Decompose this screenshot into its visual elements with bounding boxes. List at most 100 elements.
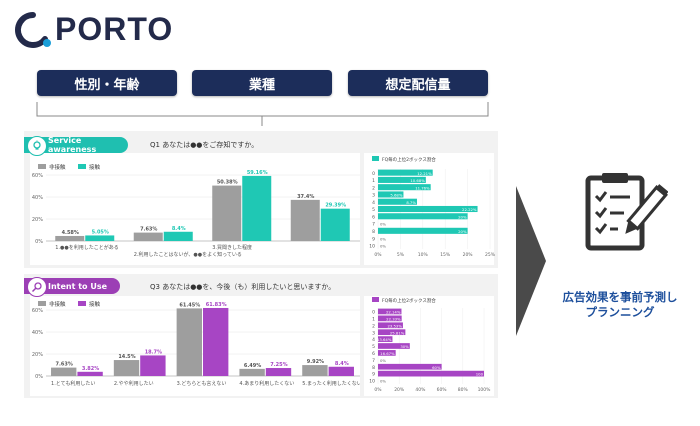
bar [212, 185, 242, 241]
y-tick-label: 8 [372, 229, 375, 235]
data-label: 3.82% [82, 366, 99, 372]
bar [140, 355, 166, 376]
bar [378, 315, 402, 322]
x-tick-label: 2.やや利用したい [114, 380, 154, 387]
bar [77, 371, 103, 376]
legend-label: 非接触 [49, 300, 66, 308]
bar [113, 360, 140, 376]
data-label: 20% [458, 229, 467, 234]
bar [378, 329, 406, 336]
legend-swatch [372, 156, 379, 161]
data-label: 12.21% [417, 171, 432, 176]
data-label: 22.33% [386, 316, 401, 321]
data-label: 14.5% [118, 354, 135, 360]
tag-industry: 業種 [192, 70, 332, 96]
bar [290, 199, 320, 241]
awareness-bar-chart: 非接触 接触 60% 40% 20% 0% 4.58% 7.63% 50.38% 37.4% 5.0… [32, 163, 360, 258]
y-tick-label: 1 [372, 316, 375, 322]
chart-title: FQ毎の上位2ボックス割合 [382, 297, 436, 304]
y-tick-label: 8 [372, 365, 375, 371]
y-tick-label: 0 [372, 171, 375, 177]
question-text: Q1 あなたは●●をご存知ですか。 [150, 141, 259, 149]
data-label: 13.64% [377, 337, 392, 342]
y-tick-label: 0% [35, 239, 43, 245]
caption: 広告効果を事前予測し プランニング [540, 290, 700, 320]
x-tick-label: 2.利用したことはないが、●●をよく知っている [134, 251, 242, 258]
bar [242, 175, 272, 241]
question-text: Q3 あなたは●●を、今後（も）利用したいと思いますか。 [150, 283, 336, 291]
x-tick-label: 4.あまり利用したくない [239, 380, 294, 387]
data-label: 23.53% [387, 323, 402, 328]
y-tick-label: 20% [32, 352, 43, 358]
x-tick-label: 5.まったく利用したくない [302, 380, 360, 387]
data-label: 18.7% [145, 349, 162, 355]
x-tick-label: 10% [418, 252, 429, 258]
y-tick-label: 6 [372, 214, 375, 220]
bar [378, 227, 468, 234]
data-label: 0% [380, 358, 386, 363]
bracket-connector [36, 102, 489, 126]
x-tick-label: 60% [437, 387, 448, 393]
bar [378, 191, 404, 198]
data-label: 0% [380, 244, 386, 249]
porto-logo: PORTO [13, 9, 203, 49]
y-tick-label: 7 [372, 358, 375, 364]
service-awareness-panel: Service awareness Q1 あなたは●●をご存知ですか。 非接触 接… [24, 131, 498, 268]
data-label: 5.05% [92, 229, 109, 235]
y-tick-label: 3 [372, 193, 375, 199]
y-tick-label: 4 [372, 200, 375, 206]
x-tick-label: 25% [485, 252, 496, 258]
y-tick-label: 0 [372, 310, 375, 316]
bar [378, 308, 402, 315]
data-label: 22.22% [462, 207, 477, 212]
legend-label: 非接触 [49, 163, 66, 171]
x-tick-label: 40% [415, 387, 426, 393]
y-tick-label: 60% [32, 173, 43, 179]
chart-title: FQ毎の上位2ボックス割合 [382, 156, 436, 163]
tag-delivery-volume: 想定配信量 [348, 70, 488, 96]
legend-swatch [78, 301, 86, 306]
bar [378, 169, 433, 176]
y-tick-label: 0% [35, 374, 43, 380]
y-tick-label: 1 [372, 178, 375, 184]
bar [55, 235, 85, 241]
data-label: 25.81% [390, 330, 405, 335]
legend-swatch [78, 164, 86, 169]
data-label: 8.7% [406, 200, 416, 205]
intent-bar-chart: 非接触 接触 60% 40% 20% 0% 7.63% 14.5% 61.45% 6.49% 9.9… [32, 300, 360, 387]
caption-line-2: プランニング [585, 305, 655, 319]
data-label: 20% [458, 214, 467, 219]
data-label: 7.63% [140, 227, 157, 233]
data-label: 100 [476, 372, 484, 377]
bar [133, 232, 163, 241]
x-tick-label: 0% [374, 387, 382, 393]
data-label: 4.58% [62, 230, 79, 236]
x-tick-label: 3.どちらとも言えない [177, 380, 227, 387]
x-tick-label: 15% [440, 252, 451, 258]
bar [378, 322, 403, 329]
y-tick-label: 40% [32, 330, 43, 336]
x-tick-label: 1.とても利用したい [51, 380, 95, 387]
logo-text: PORTO [55, 11, 174, 47]
legend-swatch [38, 301, 46, 306]
x-tick-label: 20% [394, 387, 405, 393]
data-label: 0% [380, 236, 386, 241]
y-tick-label: 5 [372, 344, 375, 350]
bar [302, 365, 328, 376]
bar [378, 198, 417, 205]
x-tick-label: 80% [458, 387, 469, 393]
bar [378, 205, 478, 213]
section-pill: Intent to Use [24, 278, 120, 294]
x-tick-label: 20% [463, 252, 474, 258]
data-label: 7.25% [270, 362, 287, 368]
bar [239, 368, 265, 376]
magnifier-icon [27, 277, 47, 297]
data-label: 29.39% [325, 203, 346, 209]
caption-line-1: 広告効果を事前予測し [562, 290, 678, 304]
tag-gender-age: 性別・年齢 [37, 70, 177, 96]
legend-label: 接触 [89, 300, 101, 308]
bar [203, 307, 229, 376]
data-label: 7.63% [56, 362, 73, 368]
lightbulb-icon [27, 136, 47, 156]
